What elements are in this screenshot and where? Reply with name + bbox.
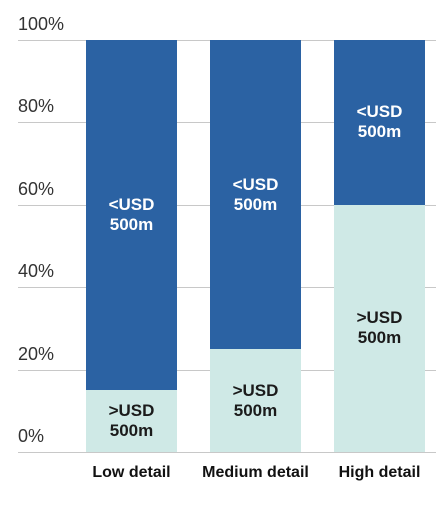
data-label: <USD 500m bbox=[356, 102, 403, 142]
data-label: >USD 500m bbox=[232, 380, 279, 420]
data-label: >USD 500m bbox=[108, 401, 155, 441]
bar-segment bbox=[210, 40, 301, 349]
bar-segment bbox=[210, 349, 301, 452]
data-label: <USD 500m bbox=[232, 174, 279, 214]
data-label: >USD 500m bbox=[356, 308, 403, 348]
x-tick-label: Low detail bbox=[92, 464, 171, 481]
y-tick-label: 40% bbox=[18, 261, 55, 282]
x-tick-label: Medium detail bbox=[202, 464, 309, 481]
y-tick-label: 80% bbox=[18, 96, 55, 117]
x-tick-label: High detail bbox=[338, 464, 421, 481]
y-tick-label: 100% bbox=[18, 14, 65, 34]
y-tick-label: 0% bbox=[18, 426, 45, 446]
y-tick-label: 20% bbox=[18, 343, 55, 364]
bar-segment bbox=[334, 40, 425, 205]
data-label: <USD 500m bbox=[108, 195, 155, 235]
grid-line bbox=[18, 452, 436, 453]
bar-segment bbox=[86, 390, 177, 452]
y-tick-label: 60% bbox=[18, 178, 55, 199]
bar-segment bbox=[86, 40, 177, 391]
bar-segment bbox=[334, 204, 425, 452]
